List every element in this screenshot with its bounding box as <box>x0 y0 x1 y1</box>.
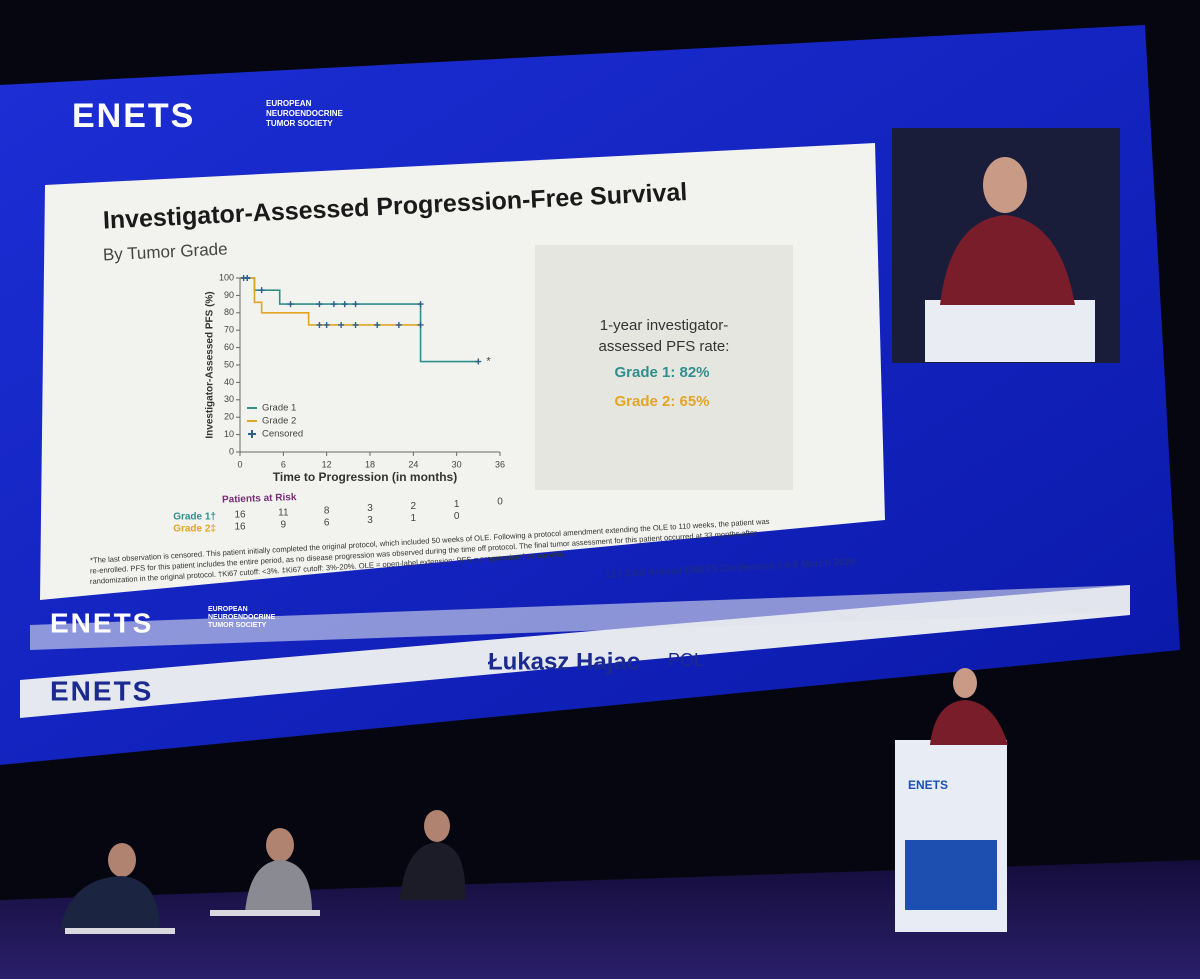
x-tick-label: 6 <box>281 459 286 469</box>
table <box>210 910 320 916</box>
censor-mark <box>395 321 402 328</box>
y-tick-label: 40 <box>224 377 234 387</box>
risk-count: 9 <box>281 519 287 530</box>
speaker-body <box>930 700 1008 745</box>
x-tick-label: 30 <box>452 459 462 469</box>
x-tick-label: 18 <box>365 459 375 469</box>
x-tick-label: 12 <box>322 459 332 469</box>
annotation: * <box>486 355 491 367</box>
logo-society: EUROPEAN <box>208 606 248 613</box>
speaker-country: POL <box>668 650 704 670</box>
panelist-body <box>60 876 160 930</box>
y-tick-label: 60 <box>224 342 234 352</box>
censor-mark <box>417 321 424 328</box>
legend-swatch <box>248 430 256 438</box>
panelist-head <box>266 828 294 862</box>
x-tick-label: 36 <box>495 459 505 469</box>
censor-mark <box>352 321 359 328</box>
panelist-body <box>245 860 312 912</box>
censor-mark <box>338 321 345 328</box>
risk-count: 1 <box>411 513 417 524</box>
panelist-head <box>424 810 450 842</box>
summary-heading: 1-year investigator- <box>600 317 728 334</box>
risk-count: 2 <box>411 501 417 512</box>
legend-label: Grade 1 <box>262 403 296 414</box>
logo: ENETS <box>50 675 153 706</box>
censor-mark <box>352 301 359 308</box>
slide-footer-bar <box>30 585 1130 650</box>
inset-body <box>940 215 1075 305</box>
censor-mark <box>244 275 251 281</box>
y-axis-label: Investigator-Assessed PFS (%) <box>205 291 216 438</box>
censor-mark <box>330 301 337 308</box>
censor-mark <box>417 301 424 308</box>
censor-mark <box>341 301 348 308</box>
km-curve <box>240 277 421 326</box>
censor-mark <box>316 321 323 328</box>
legend-label: Grade 2 <box>262 416 296 427</box>
summary-box <box>535 245 793 490</box>
summary-heading: assessed PFS rate: <box>599 338 730 355</box>
y-tick-label: 20 <box>224 412 234 422</box>
risk-count: 1 <box>454 499 460 510</box>
table <box>65 928 175 934</box>
logo-society: NEUROENDOCRINE <box>266 109 344 118</box>
risk-count: 11 <box>278 507 289 518</box>
risk-count: 16 <box>234 522 246 533</box>
y-tick-label: 0 <box>229 446 234 456</box>
y-tick-label: 50 <box>224 359 234 369</box>
logo-society: EUROPEAN <box>266 99 312 108</box>
legend-label: Censored <box>262 429 303 440</box>
risk-count: 0 <box>454 511 460 522</box>
y-tick-label: 90 <box>224 290 234 300</box>
speaker-name: Łukasz Hajac <box>488 648 640 675</box>
x-axis-label: Time to Progression (in months) <box>273 470 457 484</box>
inset-podium <box>925 300 1095 362</box>
logo-society: TUMOR SOCIETY <box>266 119 333 128</box>
censor-mark <box>475 358 482 365</box>
panelist-head <box>108 843 136 877</box>
censor-mark <box>316 301 323 308</box>
logo: ENETS <box>72 97 195 135</box>
risk-count: 8 <box>324 505 330 516</box>
censor-mark <box>374 321 381 328</box>
risk-title: Patients at Risk <box>222 492 297 506</box>
logo-society: TUMOR SOCIETY <box>208 622 267 629</box>
y-tick-label: 10 <box>224 429 234 439</box>
risk-row-label: Grade 1† <box>173 512 216 523</box>
risk-row-label: Grade 2‡ <box>173 524 216 535</box>
risk-count: 0 <box>497 497 503 508</box>
podium-graphic <box>905 840 997 910</box>
risk-count: 16 <box>234 510 246 521</box>
risk-count: 6 <box>324 517 330 528</box>
censor-mark <box>287 301 294 308</box>
logo-society: NEUROENDOCRINE <box>208 614 276 621</box>
y-tick-label: 80 <box>224 307 234 317</box>
speaker-head <box>953 668 977 698</box>
y-tick-label: 30 <box>224 394 234 404</box>
censor-mark <box>258 287 265 294</box>
risk-count: 3 <box>367 503 373 514</box>
x-tick-label: 0 <box>237 459 242 469</box>
y-tick-label: 100 <box>219 272 234 282</box>
y-tick-label: 70 <box>224 325 234 335</box>
panelist-body <box>400 842 466 900</box>
censor-mark <box>323 321 330 328</box>
logo: ENETS <box>50 607 153 638</box>
summary-grade1: Grade 1: 82% <box>614 364 709 381</box>
podium-logo: ENETS <box>908 778 948 792</box>
risk-count: 3 <box>367 515 373 526</box>
x-tick-label: 24 <box>408 459 418 469</box>
inset-head <box>983 157 1027 213</box>
summary-grade2: Grade 2: 65% <box>614 393 709 410</box>
